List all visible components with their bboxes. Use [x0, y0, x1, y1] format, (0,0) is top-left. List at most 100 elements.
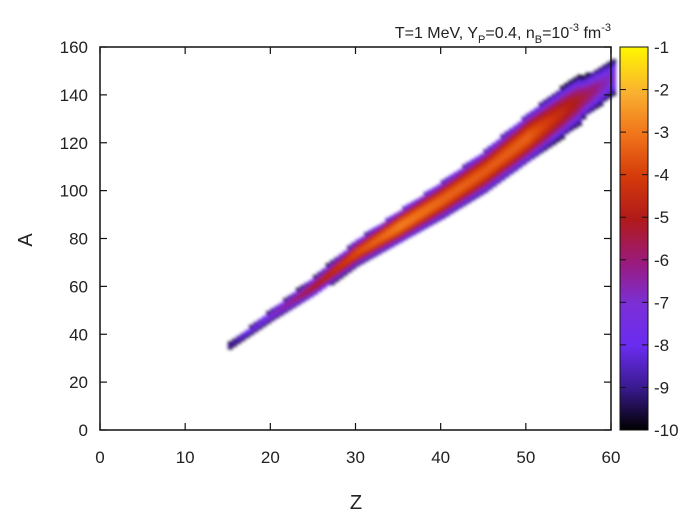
- heat-cell: [568, 101, 574, 105]
- heat-cell: [555, 93, 561, 97]
- heat-cell: [521, 157, 527, 161]
- heat-cell: [504, 164, 510, 168]
- colorbar-ticks: -1 -2 -3 -4 -5 -6 -7 -8 -9 -10: [620, 38, 679, 440]
- heat-cell: [589, 94, 595, 98]
- heat-cell: [581, 75, 587, 79]
- heat-cell: [351, 259, 357, 263]
- heat-cell: [440, 203, 446, 207]
- heat-cell: [559, 116, 565, 120]
- heat-cell: [440, 208, 446, 212]
- heat-cell: [440, 196, 446, 200]
- heat-cell: [432, 213, 438, 217]
- heat-cell: [572, 77, 578, 81]
- heat-cell: [555, 91, 561, 95]
- heat-cell: [334, 278, 340, 282]
- colorbar-tick-label: -4: [654, 166, 669, 185]
- heat-cell: [462, 188, 468, 192]
- heat-cell: [547, 125, 553, 129]
- heat-cell: [542, 123, 548, 127]
- heat-cell: [406, 203, 412, 207]
- heat-cell: [500, 146, 506, 150]
- heat-cell: [406, 227, 412, 231]
- heat-cell: [427, 206, 433, 210]
- heat-cell: [419, 218, 425, 222]
- heat-cell: [436, 215, 442, 219]
- heat-cell: [351, 242, 357, 246]
- heat-cell: [457, 191, 463, 195]
- heat-cell: [496, 163, 502, 167]
- heat-cell: [402, 229, 408, 234]
- heat-cell: [444, 210, 450, 214]
- heat-cell: [427, 210, 433, 215]
- heat-cell: [338, 261, 344, 265]
- heat-cell: [517, 136, 523, 140]
- heat-cell: [508, 171, 514, 175]
- heat-cell: [402, 237, 408, 241]
- heat-cell: [474, 192, 480, 196]
- heat-cell: [381, 241, 387, 245]
- heat-cell: [347, 264, 353, 268]
- x-axis-label: Z: [350, 492, 362, 514]
- heat-cell: [466, 164, 472, 168]
- heat-cell: [568, 80, 574, 84]
- heat-cell: [440, 189, 446, 193]
- heat-cell: [491, 183, 497, 187]
- heat-cell: [474, 190, 480, 194]
- heat-cell: [606, 64, 612, 68]
- heat-cell: [564, 130, 570, 134]
- heat-cell: [598, 69, 604, 73]
- heat-cell: [534, 119, 540, 123]
- heat-cell: [538, 114, 544, 118]
- heat-cell: [500, 136, 506, 140]
- heat-cell: [436, 194, 442, 198]
- heat-cell: [598, 103, 604, 107]
- heat-cell: [525, 158, 531, 162]
- heat-cell: [611, 68, 617, 72]
- heat-cell: [415, 201, 421, 205]
- heat-cell: [393, 220, 399, 224]
- heat-cell: [274, 305, 280, 309]
- heat-cell: [555, 107, 561, 111]
- heat-cell: [312, 289, 318, 293]
- heat-cell: [594, 86, 600, 90]
- heat-cell: [372, 234, 378, 238]
- heat-cell: [521, 161, 527, 166]
- heat-cell: [491, 157, 497, 161]
- heat-cell: [466, 190, 472, 194]
- heat-cell: [355, 263, 361, 267]
- y-tick-label: 160: [60, 38, 88, 57]
- heat-cell: [555, 102, 561, 107]
- heat-cell: [491, 178, 497, 182]
- heat-cell: [474, 163, 480, 167]
- heat-cell: [568, 94, 574, 98]
- heat-cell: [449, 201, 455, 205]
- heat-cell: [611, 90, 617, 94]
- heat-cell: [542, 145, 548, 149]
- heat-cell: [576, 82, 582, 86]
- heat-cell: [551, 127, 557, 131]
- heat-cell: [474, 166, 480, 170]
- heat-cell: [402, 222, 408, 226]
- heat-cell: [611, 66, 617, 70]
- heat-cell: [342, 260, 348, 264]
- heat-cell: [308, 287, 314, 291]
- heat-cell: [530, 144, 536, 148]
- heat-cell: [513, 158, 519, 162]
- heat-cell: [483, 156, 489, 160]
- heat-cell: [355, 248, 361, 252]
- heat-cell: [568, 87, 574, 91]
- x-tick-label: 0: [95, 448, 104, 467]
- colorbar-tick-label: -7: [654, 293, 669, 312]
- heat-cell: [568, 106, 574, 110]
- heat-cell: [483, 172, 489, 177]
- heat-cell: [525, 137, 531, 141]
- x-tick-label: 30: [346, 448, 365, 467]
- heat-cell: [423, 194, 429, 198]
- heat-cell: [572, 120, 578, 124]
- heat-cell: [551, 129, 557, 133]
- heat-cell: [542, 125, 548, 130]
- y-tick-label: 60: [69, 277, 88, 296]
- heat-cell: [342, 258, 348, 262]
- heat-cell: [525, 122, 531, 127]
- heat-cell: [457, 171, 463, 175]
